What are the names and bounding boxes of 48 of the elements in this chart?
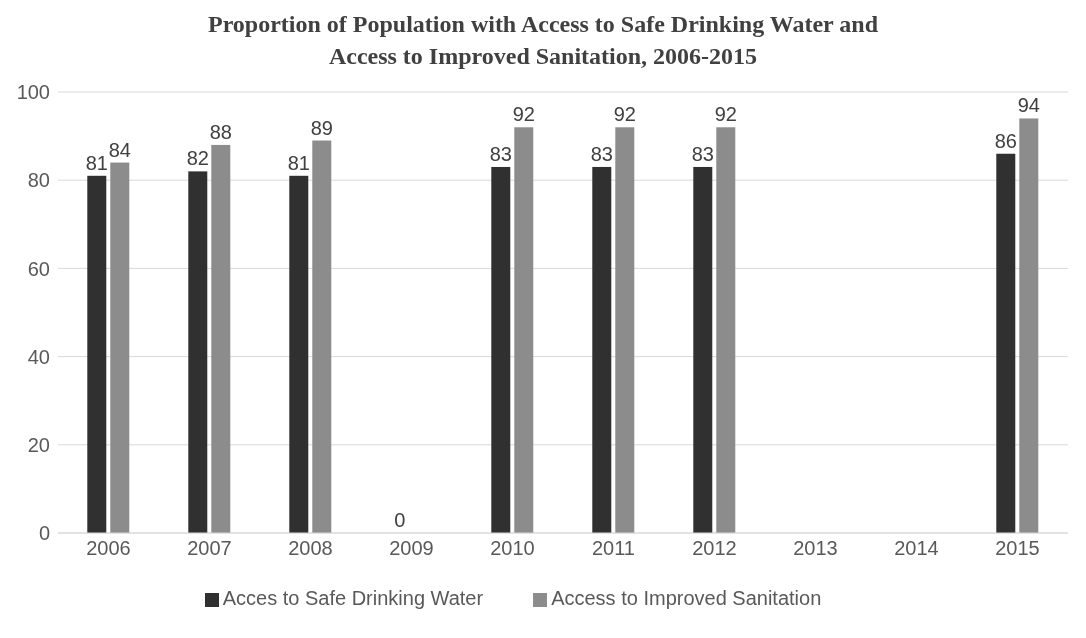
legend-label: Acces to Safe Drinking Water	[222, 587, 484, 609]
data-label: 88	[209, 120, 232, 143]
bar	[312, 140, 332, 533]
x-tick-label: 2010	[490, 537, 535, 560]
bar	[514, 127, 534, 533]
bar	[996, 153, 1016, 533]
y-tick-label: 80	[27, 169, 50, 192]
bar	[491, 166, 511, 533]
bar	[87, 175, 107, 533]
data-label: 83	[590, 142, 613, 165]
data-label: 89	[310, 116, 333, 139]
x-tick-label: 2008	[288, 537, 333, 560]
y-tick-label: 100	[16, 81, 50, 104]
bar	[716, 127, 736, 533]
y-tick-label: 20	[27, 433, 50, 456]
data-label: 83	[691, 142, 714, 165]
bar	[615, 127, 635, 533]
x-tick-label: 2015	[995, 537, 1040, 560]
x-tick-label: 2012	[692, 537, 737, 560]
data-label: 83	[489, 142, 512, 165]
x-tick-label: 2006	[86, 537, 131, 560]
data-label: 81	[287, 151, 310, 174]
bar	[211, 144, 231, 533]
data-label: 94	[1017, 94, 1040, 117]
bar	[289, 175, 309, 533]
bar	[110, 162, 130, 533]
data-label: 86	[994, 129, 1017, 152]
bar	[188, 171, 208, 533]
y-tick-label: 0	[38, 522, 50, 545]
data-label: 92	[512, 103, 535, 126]
y-tick-label: 60	[27, 257, 50, 280]
y-tick-label: 40	[27, 345, 50, 368]
data-label: 92	[714, 103, 737, 126]
x-tick-label: 2007	[187, 537, 232, 560]
legend-label: Access to Improved Sanitation	[551, 587, 822, 609]
chart-title: Proportion of Population with Access to Safe Drinking Water and Access to Improved Sanitation, 2006-2015	[206, 10, 879, 71]
x-tick-label: 2014	[894, 537, 939, 560]
bar	[1019, 118, 1039, 533]
bar	[693, 166, 713, 533]
bar	[592, 166, 612, 533]
data-label: 0	[394, 509, 406, 531]
x-tick-label: 2013	[793, 537, 838, 560]
data-label: 84	[108, 138, 131, 161]
data-label: 81	[85, 151, 108, 174]
x-tick-label: 2011	[591, 537, 636, 560]
x-tick-label: 2009	[389, 537, 434, 560]
data-label: 92	[613, 103, 636, 126]
data-label: 82	[186, 147, 209, 170]
